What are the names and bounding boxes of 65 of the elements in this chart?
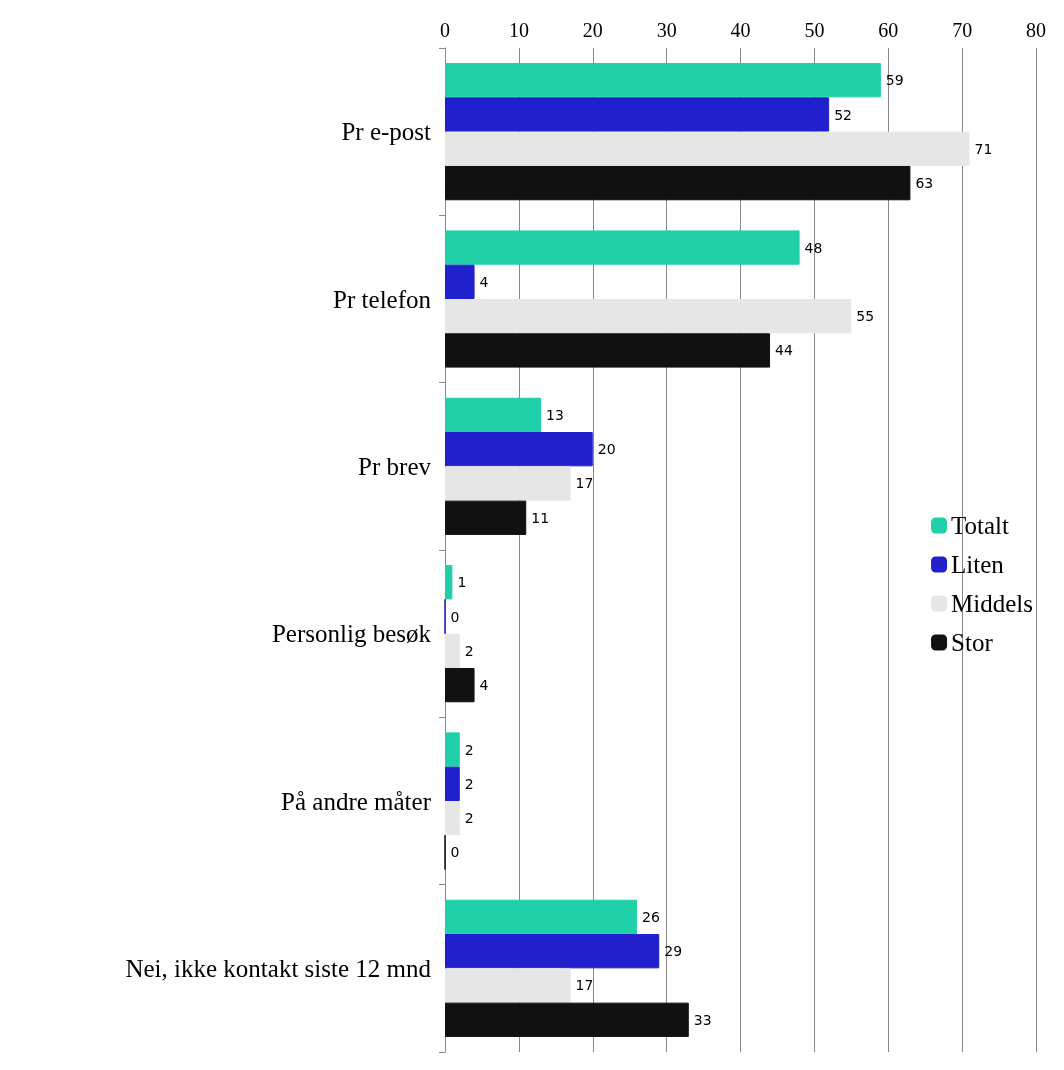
bar [445, 432, 593, 467]
data-label: 29 [664, 943, 683, 960]
data-label: 71 [974, 140, 993, 157]
data-label: 17 [575, 977, 594, 994]
x-tick-label: 20 [582, 19, 603, 41]
data-label: 2 [464, 810, 474, 827]
data-label: 13 [546, 406, 564, 423]
data-label: 63 [915, 175, 934, 192]
legend-label: Middels [951, 590, 1034, 617]
data-label: 52 [834, 106, 852, 123]
data-label: 33 [693, 1011, 712, 1028]
x-tick-label: 0 [440, 19, 450, 41]
x-tick-label: 30 [656, 19, 677, 41]
x-tick-label: 80 [1026, 19, 1046, 41]
y-tick-label: Pr e-post [341, 118, 432, 146]
bar [445, 165, 911, 201]
legend-label: Liten [951, 551, 1005, 578]
bar [445, 466, 571, 501]
data-label: 55 [856, 308, 875, 325]
x-tick-label: 40 [730, 19, 751, 41]
bar [445, 1002, 689, 1037]
legend-label: Totalt [951, 512, 1010, 539]
data-label: 0 [450, 844, 460, 861]
bar [445, 899, 638, 935]
data-label: 4 [479, 677, 489, 694]
data-label: 26 [642, 908, 660, 925]
y-tick-label: Nei, ikke kontakt siste 12 mnd [125, 954, 432, 982]
data-label: 17 [575, 475, 594, 492]
data-label: 48 [804, 239, 823, 256]
bar [445, 397, 542, 433]
bar [445, 63, 881, 98]
x-tick-label: 10 [508, 19, 529, 41]
bar [445, 131, 970, 166]
data-label: 2 [464, 642, 474, 659]
bar [445, 667, 475, 703]
bar [445, 299, 852, 334]
data-label: 20 [597, 441, 616, 458]
bar [445, 766, 460, 801]
bar [445, 801, 460, 836]
y-tick-label: Personlig besøk [271, 620, 432, 648]
data-label: 59 [885, 72, 904, 89]
data-label: 44 [775, 342, 793, 359]
bar [445, 633, 460, 668]
bar [445, 230, 800, 265]
y-tick-label: Pr brev [358, 452, 432, 480]
bar [445, 732, 460, 767]
y-tick-label: På andre måter [281, 787, 432, 815]
data-label: 2 [464, 775, 474, 792]
y-tick-label: Pr telefon [333, 285, 432, 313]
bar [445, 97, 830, 132]
bar [445, 565, 453, 600]
x-tick-label: 70 [952, 19, 973, 41]
data-label: 2 [464, 741, 474, 758]
x-tick-label: 60 [878, 19, 899, 41]
x-tick-label: 50 [804, 19, 825, 41]
data-label: 1 [457, 574, 467, 591]
data-label: 0 [450, 608, 460, 625]
data-label: 4 [479, 273, 489, 290]
bar [445, 264, 475, 299]
bar [445, 333, 771, 368]
bar [445, 934, 660, 969]
bar [445, 500, 527, 535]
bar [445, 968, 571, 1003]
legend-label: Stor [951, 629, 994, 656]
data-label: 11 [531, 509, 550, 526]
